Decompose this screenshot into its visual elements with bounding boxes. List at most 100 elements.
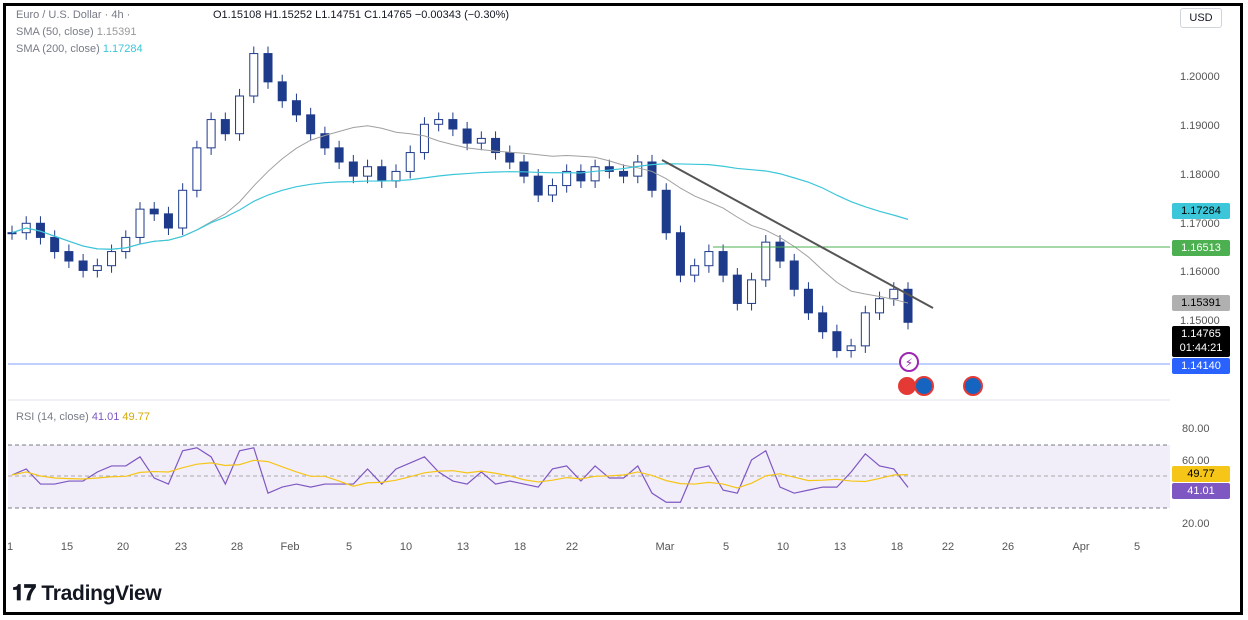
candle bbox=[505, 152, 515, 163]
sma50-line bbox=[11, 125, 909, 304]
candle bbox=[348, 161, 358, 177]
candle bbox=[92, 265, 102, 271]
x-tick: 18 bbox=[890, 541, 904, 553]
trend-line[interactable] bbox=[661, 159, 934, 309]
candle bbox=[860, 312, 870, 347]
sma50-tag: 1.15391 bbox=[1172, 295, 1230, 311]
lightning-icon[interactable] bbox=[899, 352, 919, 372]
candle bbox=[818, 312, 828, 333]
candle bbox=[519, 161, 529, 177]
sma50-legend[interactable]: SMA (50, close) 1.15391 bbox=[16, 26, 137, 38]
rsi-line bbox=[11, 447, 909, 503]
candle bbox=[576, 170, 586, 182]
x-tick: 10 bbox=[399, 541, 413, 553]
rsi-tick: 80.00 bbox=[1182, 423, 1210, 435]
x-tick: 22 bbox=[941, 541, 955, 553]
candle bbox=[448, 119, 458, 130]
candle bbox=[192, 147, 202, 191]
x-tick: 13 bbox=[833, 541, 847, 553]
candle bbox=[163, 213, 173, 229]
rsi-ma-line bbox=[11, 459, 909, 489]
candle bbox=[590, 166, 600, 182]
currency-button[interactable]: USD bbox=[1180, 8, 1222, 28]
candle bbox=[832, 331, 842, 352]
candle bbox=[889, 288, 899, 300]
x-tick: 15 bbox=[60, 541, 74, 553]
x-tick: Apr bbox=[1072, 541, 1090, 553]
candle bbox=[277, 81, 287, 102]
candle bbox=[462, 128, 472, 144]
candle bbox=[803, 288, 813, 314]
candle bbox=[135, 208, 145, 238]
candle bbox=[704, 251, 714, 267]
event-icons[interactable]: ⚡ bbox=[898, 352, 983, 396]
candle bbox=[875, 298, 885, 314]
candle bbox=[377, 166, 387, 182]
price-tick: 1.17000 bbox=[1180, 218, 1220, 230]
candle bbox=[291, 100, 301, 116]
rsi-ma-tag: 49.77 bbox=[1172, 466, 1230, 482]
resistance-tag: 1.16513 bbox=[1172, 240, 1230, 256]
x-tick: 18 bbox=[513, 541, 527, 553]
candle bbox=[50, 236, 60, 253]
candle bbox=[718, 251, 728, 276]
support-tag: 1.14140 bbox=[1172, 358, 1230, 374]
rsi-tag: 41.01 bbox=[1172, 483, 1230, 499]
candle bbox=[533, 175, 543, 196]
candle bbox=[7, 232, 17, 235]
candle bbox=[619, 170, 629, 177]
x-tick: 5 bbox=[1133, 541, 1141, 553]
candle bbox=[690, 265, 700, 276]
sma200-line bbox=[11, 163, 909, 250]
x-tick: 23 bbox=[174, 541, 188, 553]
x-tick: 28 bbox=[230, 541, 244, 553]
candle bbox=[903, 288, 913, 323]
candle bbox=[320, 133, 330, 149]
candle bbox=[220, 119, 230, 135]
sma200-legend[interactable]: SMA (200, close) 1.17284 bbox=[16, 43, 143, 55]
rsi-legend[interactable]: RSI (14, close) 41.01 49.77 bbox=[16, 411, 150, 423]
price-tick: 1.16000 bbox=[1180, 266, 1220, 278]
x-tick: 5 bbox=[345, 541, 353, 553]
candle bbox=[419, 123, 429, 154]
price-tick: 1.15000 bbox=[1180, 315, 1220, 327]
us-flag-icon[interactable] bbox=[898, 377, 916, 395]
eu-flag-icon[interactable] bbox=[914, 376, 934, 396]
eu-flag-icon-2[interactable] bbox=[963, 376, 983, 396]
candle bbox=[633, 161, 643, 177]
x-tick: 26 bbox=[1001, 541, 1015, 553]
tradingview-logo[interactable]: 𝟏𝟕 TradingView bbox=[12, 580, 162, 605]
price-tick: 1.19000 bbox=[1180, 120, 1220, 132]
candle bbox=[476, 137, 486, 144]
candle bbox=[775, 241, 785, 262]
x-tick: 20 bbox=[116, 541, 130, 553]
candle bbox=[64, 251, 74, 262]
candle bbox=[661, 189, 671, 234]
candle bbox=[306, 114, 316, 135]
candle bbox=[747, 279, 757, 304]
x-tick: 13 bbox=[456, 541, 470, 553]
x-tick: 5 bbox=[722, 541, 730, 553]
candle bbox=[547, 185, 557, 196]
candle bbox=[334, 147, 344, 163]
x-tick: 22 bbox=[565, 541, 579, 553]
price-tick: 1.18000 bbox=[1180, 169, 1220, 181]
chart-frame bbox=[3, 3, 1243, 615]
candle bbox=[263, 53, 273, 83]
candle bbox=[149, 208, 159, 215]
candle bbox=[391, 170, 401, 182]
candle bbox=[761, 241, 771, 281]
symbol-title[interactable]: Euro / U.S. Dollar · 4h · bbox=[16, 9, 131, 21]
candle bbox=[78, 260, 88, 271]
sma200-tag: 1.17284 bbox=[1172, 203, 1230, 219]
candle bbox=[732, 274, 742, 304]
candle bbox=[405, 152, 415, 172]
candle bbox=[491, 137, 501, 154]
x-tick: 10 bbox=[776, 541, 790, 553]
candle bbox=[846, 345, 856, 352]
x-tick: Feb bbox=[280, 541, 300, 553]
tv-logo-icon: 𝟏𝟕 bbox=[12, 580, 36, 605]
candle bbox=[363, 166, 373, 177]
candle bbox=[789, 260, 799, 290]
